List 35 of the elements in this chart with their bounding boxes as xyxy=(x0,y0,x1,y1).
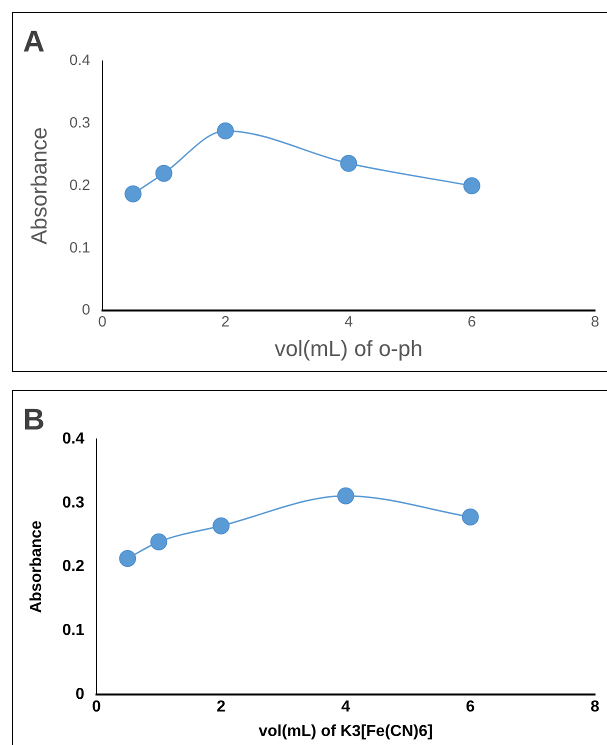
x-tick-label: 8 xyxy=(590,314,600,331)
point xyxy=(337,487,354,504)
x-axis-title: vol(mL) of o-ph xyxy=(274,336,423,361)
y-tick-label: 0.4 xyxy=(62,430,85,448)
y-axis-title: Absorbance xyxy=(26,127,52,245)
point xyxy=(212,517,230,534)
point xyxy=(216,122,234,140)
chart-title: B xyxy=(23,403,45,436)
x-tick-label: 0 xyxy=(98,314,106,331)
x-tick-label: 4 xyxy=(344,314,353,331)
point xyxy=(463,177,480,194)
chart-title: A xyxy=(23,25,45,58)
x-tick-label: 4 xyxy=(341,698,350,716)
y-tick-label: 0.3 xyxy=(62,494,85,512)
y-tick-label: 0.1 xyxy=(69,239,90,256)
x-tick-label: 6 xyxy=(468,314,476,331)
point xyxy=(119,550,136,567)
x-tick-label: 8 xyxy=(590,698,600,716)
y-tick-label: 0.2 xyxy=(62,558,85,576)
x-tick-label: 2 xyxy=(216,698,226,716)
y-axis-title: Absorbance xyxy=(28,520,46,614)
point xyxy=(462,508,479,526)
y-tick-label: 0.1 xyxy=(62,622,85,640)
y-tick-label: 0.3 xyxy=(69,114,90,132)
x-tick-label: 2 xyxy=(221,314,230,331)
point xyxy=(124,185,142,202)
y-tick-label: 0 xyxy=(82,302,90,319)
point xyxy=(150,533,168,550)
x-tick-label: 6 xyxy=(466,698,475,716)
point xyxy=(340,154,358,172)
y-tick-label: 0 xyxy=(76,686,85,704)
point xyxy=(155,164,172,182)
y-tick-label: 0.4 xyxy=(69,52,90,70)
x-axis-title: vol(mL) of K3[Fe(CN)6] xyxy=(258,722,433,740)
y-tick-label: 0.2 xyxy=(69,176,90,194)
